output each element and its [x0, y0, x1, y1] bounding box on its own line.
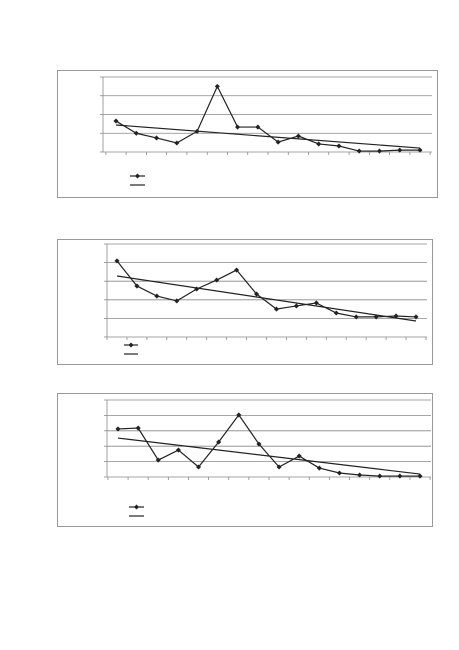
- marker: [235, 124, 241, 130]
- marker: [153, 135, 160, 141]
- chart-frame: [57, 70, 438, 198]
- marker: [333, 310, 339, 316]
- marker: [175, 447, 181, 453]
- marker: [253, 291, 260, 297]
- marker: [214, 277, 220, 283]
- marker: [216, 439, 222, 445]
- marker: [293, 303, 299, 309]
- marker: [296, 453, 302, 459]
- marker: [313, 300, 319, 306]
- marker: [295, 133, 301, 139]
- series-line: [116, 260, 417, 318]
- marker: [236, 412, 242, 418]
- trend-line: [115, 124, 421, 149]
- chart-frame: [57, 393, 433, 527]
- marker: [336, 470, 343, 476]
- marker: [154, 293, 160, 299]
- legend-marker: [128, 342, 134, 348]
- marker: [417, 147, 423, 153]
- marker: [134, 283, 140, 289]
- legend-marker: [134, 173, 141, 179]
- marker: [133, 130, 139, 136]
- marker: [397, 473, 403, 479]
- trend-line: [116, 275, 417, 322]
- marker: [273, 306, 280, 312]
- marker: [377, 473, 383, 479]
- marker: [336, 143, 342, 149]
- marker: [275, 139, 281, 145]
- marker: [174, 140, 180, 146]
- series-line: [115, 84, 420, 152]
- marker: [413, 314, 419, 320]
- marker: [214, 83, 220, 89]
- marker: [256, 441, 262, 447]
- marker: [316, 465, 322, 471]
- marker: [155, 457, 161, 463]
- marker: [135, 425, 141, 431]
- marker: [417, 473, 423, 479]
- legend-marker: [133, 504, 140, 510]
- marker: [357, 472, 363, 478]
- marker: [113, 118, 119, 124]
- marker: [234, 267, 240, 273]
- marker: [195, 464, 202, 470]
- trend-line: [117, 437, 421, 475]
- marker: [276, 464, 282, 470]
- marker: [353, 314, 359, 320]
- marker: [174, 298, 180, 304]
- marker: [255, 124, 261, 130]
- chart-frame: [57, 239, 433, 365]
- marker: [316, 141, 322, 147]
